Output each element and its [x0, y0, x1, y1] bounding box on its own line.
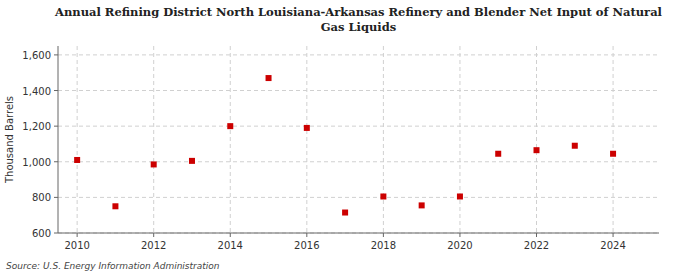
y-axis-label: Thousand Barrels: [4, 96, 15, 184]
x-tick-label: 2022: [524, 240, 549, 251]
x-tick-label: 2016: [294, 240, 319, 251]
x-axis-line: [58, 233, 659, 234]
square-point: [189, 158, 195, 164]
square-point: [419, 202, 425, 208]
y-axis-line: [58, 46, 59, 233]
points: [74, 75, 616, 215]
square-point: [572, 143, 578, 149]
x-tick-label: 2020: [447, 240, 472, 251]
x-grid-line: [613, 46, 614, 233]
y-tick-label: 1,400: [22, 86, 51, 97]
y-tick: [54, 54, 58, 55]
y-tick: [54, 126, 58, 127]
y-grid-line: [58, 161, 659, 162]
y-tick-label: 1,000: [22, 157, 51, 168]
y-grid-line: [58, 90, 659, 91]
y-grid-line: [58, 54, 659, 55]
y-grid-line: [58, 233, 659, 234]
grid: [58, 46, 659, 233]
x-tick-label: 2014: [218, 240, 243, 251]
x-grid-line: [77, 46, 78, 233]
x-grid-line: [230, 46, 231, 233]
x-tick: [77, 233, 78, 237]
x-tick: [306, 233, 307, 237]
y-tick-label: 1,200: [22, 121, 51, 132]
x-grid-line: [459, 46, 460, 233]
x-tick: [459, 233, 460, 237]
axes: 600 800 1,000 1,200 1,400 1,600 2010 2012 2014 20…: [22, 46, 659, 251]
y-tick: [54, 161, 58, 162]
x-tick-label: 2012: [141, 240, 166, 251]
x-tick: [536, 233, 537, 237]
x-tick: [613, 233, 614, 237]
x-tick: [153, 233, 154, 237]
y-grid-line: [58, 126, 659, 127]
chart: Annual Refining District North Louisiana…: [0, 0, 675, 275]
square-point: [151, 161, 157, 167]
square-point: [495, 151, 501, 157]
y-tick-label: 600: [32, 228, 51, 239]
square-point: [457, 193, 463, 199]
title: Annual Refining District North Louisiana…: [54, 5, 663, 34]
square-point: [304, 125, 310, 131]
y-tick: [54, 233, 58, 234]
square-point: [266, 75, 272, 81]
x-tick-label: 2018: [371, 240, 396, 251]
source: Source: U.S. Energy Information Administ…: [6, 261, 220, 271]
square-point: [112, 203, 118, 209]
x-tick: [230, 233, 231, 237]
y-tick-label: 1,600: [22, 50, 51, 61]
y-grid-line: [58, 197, 659, 198]
square-point: [342, 210, 348, 216]
x-grid-line: [383, 46, 384, 233]
x-tick: [383, 233, 384, 237]
square-point: [610, 151, 616, 157]
y-tick: [54, 90, 58, 91]
x-grid-line: [536, 46, 537, 233]
x-tick-label: 2010: [64, 240, 89, 251]
y-tick-label: 800: [32, 192, 51, 203]
y-tick: [54, 197, 58, 198]
square-point: [534, 147, 540, 153]
square-point: [380, 193, 386, 199]
x-tick-label: 2024: [600, 240, 625, 251]
x-grid-line: [306, 46, 307, 233]
x-grid-line: [153, 46, 154, 233]
square-point: [74, 157, 80, 163]
square-point: [227, 123, 233, 129]
